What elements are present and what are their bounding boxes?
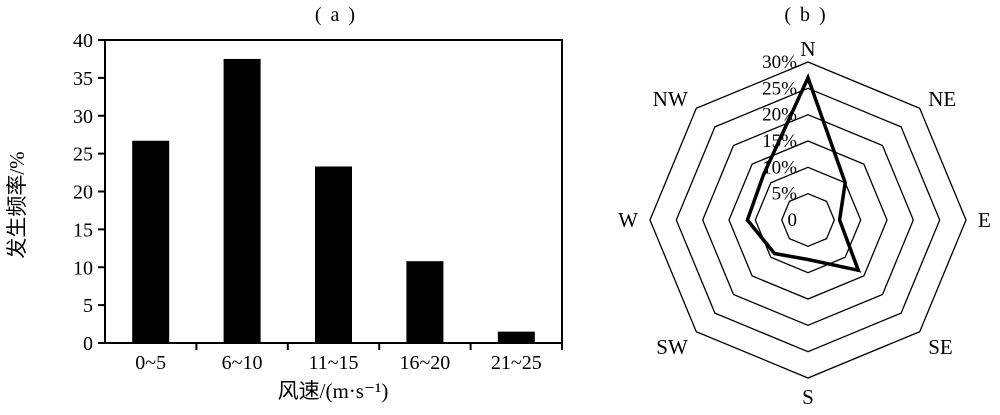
bar-16~20 bbox=[406, 261, 444, 343]
grid-ring-25% bbox=[675, 87, 941, 353]
direction-label-S: S bbox=[802, 385, 814, 409]
y-axis-tick-label: 35 bbox=[73, 68, 93, 90]
bar-21~25 bbox=[497, 331, 535, 343]
bar-0~5 bbox=[132, 140, 170, 343]
ring-label-30pct: 30% bbox=[762, 52, 797, 73]
x-axis-title: 风速/(m·s⁻¹) bbox=[278, 379, 389, 403]
direction-label-N: N bbox=[800, 37, 815, 61]
grid-ring-30% bbox=[649, 61, 967, 379]
x-axis-category-label: 0~5 bbox=[135, 352, 166, 374]
bar-11~15 bbox=[315, 166, 352, 343]
ring-label-0: 0 bbox=[788, 210, 798, 231]
y-axis-tick-label: 15 bbox=[73, 219, 93, 241]
x-axis-category-label: 11~15 bbox=[308, 352, 358, 374]
direction-label-SW: SW bbox=[656, 335, 688, 359]
y-axis-title: 发生频率/% bbox=[5, 151, 29, 258]
grid-ring-5% bbox=[780, 192, 836, 248]
y-axis-tick-label: 20 bbox=[73, 182, 93, 204]
panel-b-title: ( b ) bbox=[784, 4, 828, 26]
wind-direction-frequency-polygon bbox=[745, 73, 862, 273]
direction-label-W: W bbox=[618, 208, 638, 232]
panel-a-title: ( a ) bbox=[314, 4, 358, 26]
y-axis-tick-label: 10 bbox=[73, 257, 93, 279]
direction-label-E: E bbox=[978, 208, 991, 232]
x-axis-category-label: 16~20 bbox=[399, 352, 450, 374]
grid-ring-20% bbox=[701, 113, 915, 327]
y-axis-tick-label: 40 bbox=[73, 30, 93, 52]
y-axis-tick-label: 0 bbox=[83, 333, 93, 355]
x-axis-category-label: 21~25 bbox=[491, 352, 542, 374]
x-axis-category-label: 6~10 bbox=[222, 352, 263, 374]
bar-6~10 bbox=[223, 58, 261, 343]
direction-label-SE: SE bbox=[928, 335, 953, 359]
y-axis-tick-label: 30 bbox=[73, 106, 93, 128]
direction-label-NW: NW bbox=[653, 87, 688, 111]
y-axis-tick-label: 25 bbox=[73, 144, 93, 166]
y-axis-tick-label: 5 bbox=[83, 295, 93, 317]
grid-ring-15% bbox=[728, 140, 888, 300]
bar-chart: 0 5 10 15 20 25 30 35 40 0~5 6~10 11~15 16~20 21~25 风速… bbox=[5, 30, 563, 403]
ring-label-25pct: 25% bbox=[762, 78, 797, 99]
ring-label-5pct: 5% bbox=[772, 184, 798, 205]
direction-label-NE: NE bbox=[928, 87, 956, 111]
grid-ring-10% bbox=[754, 166, 862, 274]
